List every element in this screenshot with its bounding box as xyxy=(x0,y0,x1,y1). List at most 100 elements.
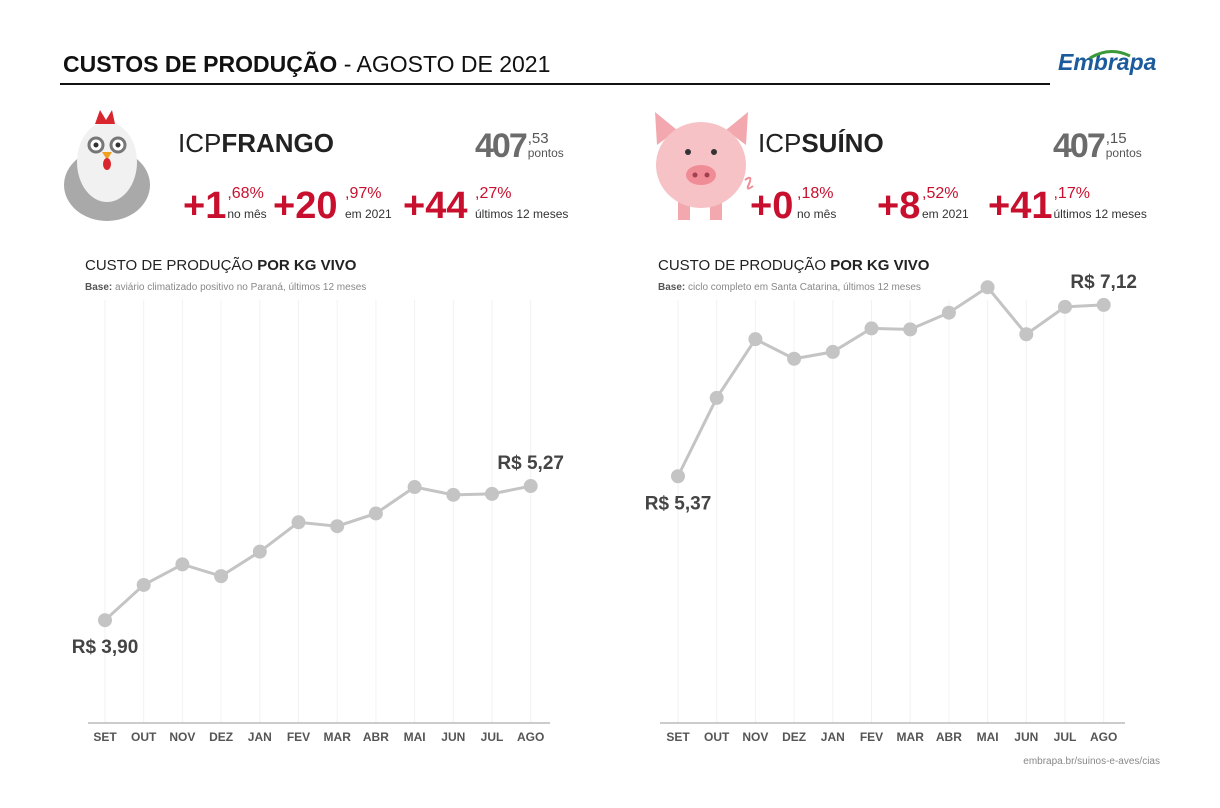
point xyxy=(523,479,538,494)
x-tick-label: MAI xyxy=(404,730,426,744)
x-tick-label: AGO xyxy=(517,730,544,744)
x-tick-label: OUT xyxy=(131,730,157,744)
title: CUSTOS DE PRODUÇÃO - AGOSTO DE 2021 xyxy=(63,50,550,77)
point xyxy=(980,280,995,295)
point xyxy=(485,486,499,501)
change-main: +20 xyxy=(273,185,337,227)
index-suffix: SUÍNO xyxy=(801,128,883,158)
value-label: R$ 5,27 xyxy=(497,453,564,474)
index-name: ICPFRANGO xyxy=(178,128,334,158)
x-tick-label: MAR xyxy=(324,730,352,744)
change-main: +0 xyxy=(750,185,793,227)
change-label: últimos 12 meses xyxy=(1053,207,1146,221)
chart-title-bold: POR KG VIVO xyxy=(830,257,930,274)
point xyxy=(368,506,383,521)
x-tick-label: MAI xyxy=(977,730,999,744)
change-decimal: ,68% xyxy=(227,185,263,202)
point xyxy=(252,544,267,559)
base-text: aviário climatizado positivo no Paraná, … xyxy=(112,282,366,293)
points-decimal: ,53 xyxy=(528,130,549,147)
x-tick-label: ABR xyxy=(936,730,962,744)
change-decimal: ,18% xyxy=(797,185,833,202)
chart-title-regular: CUSTO DE PRODUÇÃO xyxy=(658,257,830,274)
change-main: +1 xyxy=(183,185,226,227)
index-prefix: ICP xyxy=(178,128,221,158)
x-tick-label: NOV xyxy=(742,730,768,744)
chart-title-regular: CUSTO DE PRODUÇÃO xyxy=(85,257,257,274)
change-decimal: ,17% xyxy=(1053,185,1089,202)
value-label: R$ 5,37 xyxy=(645,493,712,514)
point xyxy=(291,515,306,530)
points-int: 407 xyxy=(475,127,527,165)
chart-title-bold: POR KG VIVO xyxy=(257,257,357,274)
index-suffix: FRANGO xyxy=(221,128,334,158)
point xyxy=(136,577,151,592)
index-prefix: ICP xyxy=(758,128,801,158)
point xyxy=(214,569,229,584)
change-main: +8 xyxy=(877,185,920,227)
x-tick-label: SET xyxy=(93,730,117,744)
points-decimal: ,15 xyxy=(1106,130,1127,147)
point xyxy=(941,305,956,320)
points-int: 407 xyxy=(1053,127,1105,165)
point xyxy=(1019,327,1034,342)
base-text: ciclo completo em Santa Catarina, último… xyxy=(685,282,921,293)
point xyxy=(903,322,918,337)
chart-title: CUSTO DE PRODUÇÃO POR KG VIVO xyxy=(658,257,930,274)
x-tick-label: NOV xyxy=(169,730,195,744)
point xyxy=(748,332,763,347)
x-tick-label: JAN xyxy=(248,730,272,744)
change-label: no mês xyxy=(797,207,836,221)
change-decimal: ,52% xyxy=(922,185,958,202)
point xyxy=(1096,297,1111,312)
chart-base: Base: aviário climatizado positivo no Pa… xyxy=(85,282,366,293)
change-label: em 2021 xyxy=(922,207,969,221)
point xyxy=(864,321,879,336)
title-rest: - AGOSTO DE 2021 xyxy=(337,51,550,77)
x-tick-label: DEZ xyxy=(782,730,806,744)
x-tick-label: JUN xyxy=(441,730,465,744)
change-decimal: ,97% xyxy=(345,185,381,202)
points-unit: pontos xyxy=(1106,146,1142,160)
point xyxy=(175,557,190,572)
base-label: Base: xyxy=(85,282,112,293)
point xyxy=(709,390,724,405)
footer: embrapa.br/suinos-e-aves/cias xyxy=(1023,756,1160,767)
change-main: +44 xyxy=(403,185,467,227)
points-unit: pontos xyxy=(528,146,564,160)
value-label: R$ 3,90 xyxy=(72,637,139,658)
point xyxy=(407,480,422,495)
point xyxy=(1058,299,1072,314)
x-tick-label: ABR xyxy=(363,730,389,744)
x-tick-label: SET xyxy=(666,730,690,744)
index-name: ICPSUÍNO xyxy=(758,128,884,158)
change-label: últimos 12 meses xyxy=(475,207,568,221)
change-label: no mês xyxy=(227,207,266,221)
x-tick-label: OUT xyxy=(704,730,730,744)
x-tick-label: AGO xyxy=(1090,730,1117,744)
title-bold: CUSTOS DE PRODUÇÃO xyxy=(63,50,337,77)
point xyxy=(671,469,685,484)
change-decimal: ,27% xyxy=(475,185,511,202)
chicken-icon xyxy=(64,110,150,221)
point xyxy=(98,613,112,628)
line xyxy=(676,285,1104,477)
pig-icon xyxy=(655,112,754,220)
chart-base: Base: ciclo completo em Santa Catarina, … xyxy=(658,282,921,293)
change-label: em 2021 xyxy=(345,207,392,221)
point xyxy=(446,487,461,502)
x-tick-label: FEV xyxy=(287,730,310,744)
logo-swoosh xyxy=(1089,50,1131,60)
point xyxy=(825,344,840,359)
x-tick-label: DEZ xyxy=(209,730,233,744)
change-main: +41 xyxy=(988,185,1052,227)
x-tick-label: JUN xyxy=(1014,730,1038,744)
logo: Embrapa xyxy=(1058,49,1157,75)
point xyxy=(787,351,802,366)
base-label: Base: xyxy=(658,282,685,293)
x-tick-label: JUL xyxy=(481,730,504,744)
x-tick-label: JUL xyxy=(1054,730,1077,744)
chart-title: CUSTO DE PRODUÇÃO POR KG VIVO xyxy=(85,257,357,274)
